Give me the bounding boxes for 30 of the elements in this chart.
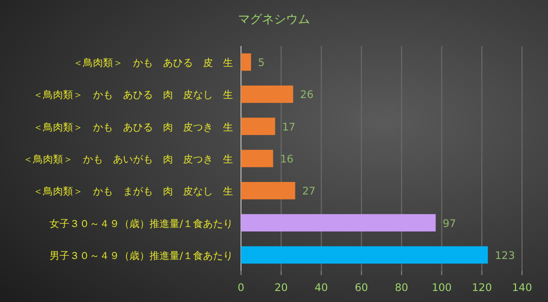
- x-tick-label: 40: [314, 282, 328, 294]
- bar: [241, 150, 274, 168]
- x-tick-label: 60: [354, 282, 368, 294]
- x-tick-label: 80: [394, 282, 408, 294]
- y-tick-label: 男子３０～４９（歳）推進量/１食あたり: [50, 250, 233, 262]
- data-label: 97: [442, 218, 456, 230]
- y-tick-label: ＜鳥肉類＞ かも あいがも 肉 皮つき 生: [23, 154, 233, 166]
- x-tick-label: 140: [512, 282, 532, 294]
- bar: [241, 246, 488, 264]
- y-tick-label: ＜鳥肉類＞ かも あひる 肉 皮なし 生: [33, 89, 233, 102]
- chart-title: マグネシウム: [238, 12, 310, 26]
- y-tick-label: 女子３０～４９（歳）推進量/１食あたり: [50, 218, 233, 230]
- bar: [241, 214, 436, 232]
- x-tick-label: 120: [472, 282, 492, 294]
- data-label: 16: [280, 154, 294, 166]
- y-tick-label: ＜鳥肉類＞ かも あひる 肉 皮つき 生: [33, 121, 233, 134]
- y-tick-label: ＜鳥肉類＞ かも まがも 肉 皮なし 生: [33, 186, 233, 198]
- data-label: 27: [302, 186, 316, 198]
- data-label: 123: [494, 250, 515, 262]
- x-tick-label: 0: [238, 282, 244, 294]
- y-tick-label: ＜鳥肉類＞ かも あひる 皮 生: [73, 57, 233, 70]
- bar: [241, 182, 296, 200]
- bar: [241, 86, 294, 103]
- data-label: 5: [258, 57, 265, 70]
- data-label: 17: [282, 121, 296, 134]
- bar: [241, 53, 252, 71]
- data-label: 26: [300, 89, 314, 102]
- x-tick-label: 100: [432, 282, 452, 294]
- bar: [241, 118, 276, 136]
- x-tick-label: 20: [274, 282, 288, 294]
